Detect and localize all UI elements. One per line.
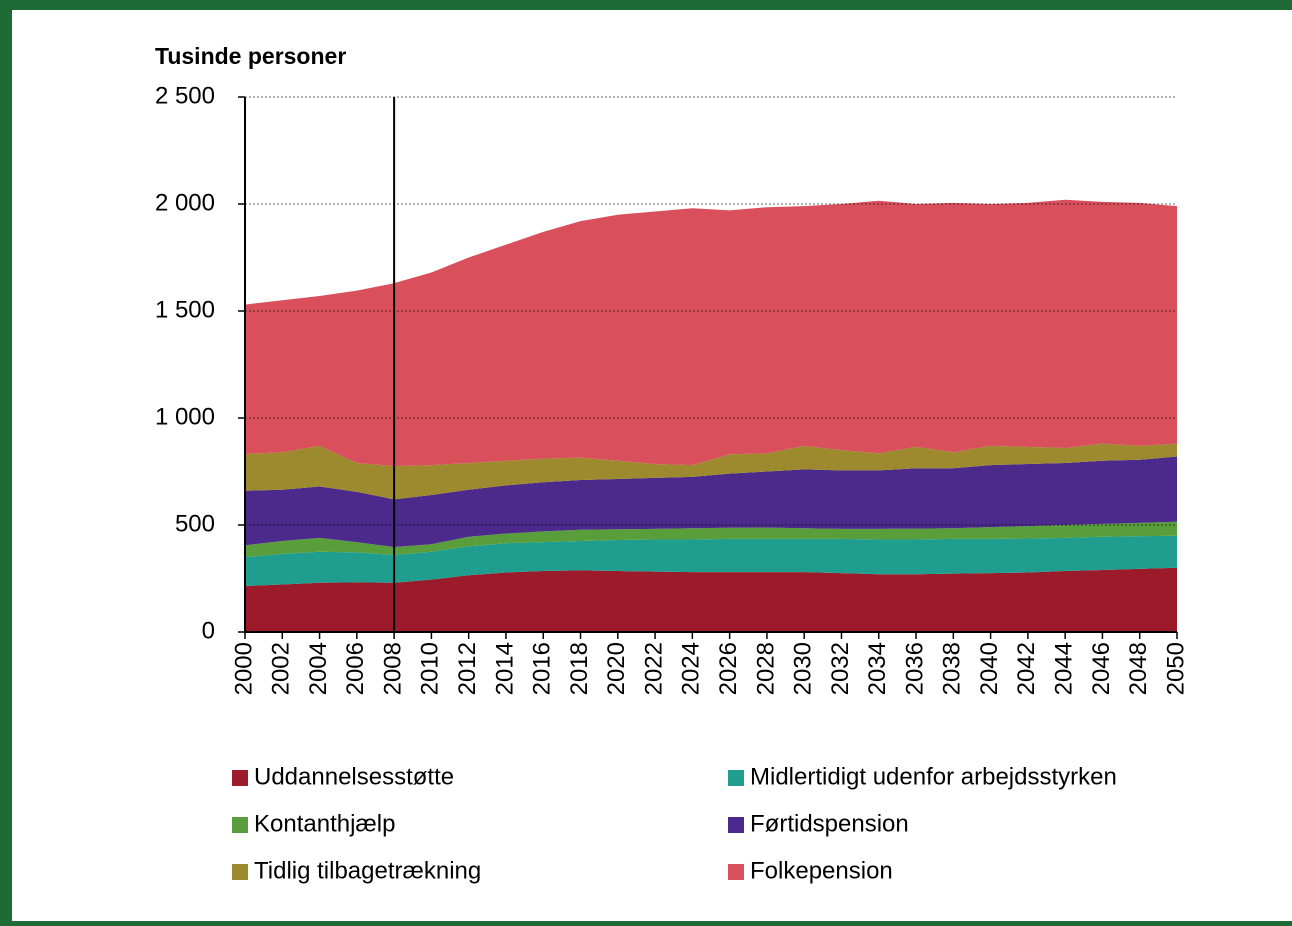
y-tick-label: 0 <box>202 617 215 644</box>
x-tick-label: 2042 <box>1013 642 1040 695</box>
x-tick-label: 2004 <box>305 642 332 695</box>
x-tick-label: 2022 <box>640 642 667 695</box>
y-tick-label: 2 000 <box>155 189 215 216</box>
frame-top <box>0 0 1292 10</box>
x-tick-label: 2016 <box>529 642 556 695</box>
area <box>245 521 1177 558</box>
x-tick-label: 2036 <box>901 642 928 695</box>
x-tick-label: 2038 <box>939 642 966 695</box>
x-tick-label: 2008 <box>379 642 406 695</box>
legend-swatch <box>232 817 248 833</box>
area <box>245 535 1177 586</box>
x-tick-label: 2006 <box>342 642 369 695</box>
x-tick-label: 2020 <box>603 642 630 695</box>
frame-bottom <box>0 921 1292 926</box>
x-tick-label: 2028 <box>752 642 779 695</box>
x-tick-label: 2044 <box>1051 642 1078 695</box>
legend-swatch <box>728 770 744 786</box>
x-tick-label: 2002 <box>268 642 295 695</box>
x-tick-label: 2018 <box>566 642 593 695</box>
x-tick-label: 2050 <box>1162 642 1189 695</box>
y-tick-label: 2 500 <box>155 82 215 109</box>
x-tick-label: 2030 <box>790 642 817 695</box>
legend-label: Midlertidigt udenfor arbejdsstyrken <box>750 763 1117 790</box>
chart-title: Tusinde personer <box>155 43 346 69</box>
legend-label: Tidlig tilbagetrækning <box>254 857 481 884</box>
x-tick-label: 2040 <box>976 642 1003 695</box>
x-tick-label: 2034 <box>864 642 891 695</box>
y-tick-label: 500 <box>175 510 215 537</box>
x-tick-label: 2046 <box>1088 642 1115 695</box>
x-tick-label: 2014 <box>491 642 518 695</box>
legend-label: Kontanthjælp <box>254 810 395 837</box>
area <box>245 443 1177 500</box>
legend-swatch <box>728 864 744 880</box>
x-tick-label: 2024 <box>678 642 705 695</box>
legend-swatch <box>232 864 248 880</box>
legend-label: Førtidspension <box>750 810 909 837</box>
legend-swatch <box>232 770 248 786</box>
x-tick-label: 2048 <box>1125 642 1152 695</box>
y-tick-label: 1 500 <box>155 296 215 323</box>
legend-swatch <box>728 817 744 833</box>
x-tick-label: 2000 <box>230 642 257 695</box>
x-tick-label: 2010 <box>417 642 444 695</box>
x-tick-label: 2026 <box>715 642 742 695</box>
x-tick-label: 2012 <box>454 642 481 695</box>
legend-label: Uddannelsesstøtte <box>254 763 454 790</box>
frame-left <box>0 0 12 926</box>
area <box>245 567 1177 632</box>
x-tick-label: 2032 <box>827 642 854 695</box>
area <box>245 199 1177 467</box>
y-tick-label: 1 000 <box>155 403 215 430</box>
legend-label: Folkepension <box>750 857 893 884</box>
